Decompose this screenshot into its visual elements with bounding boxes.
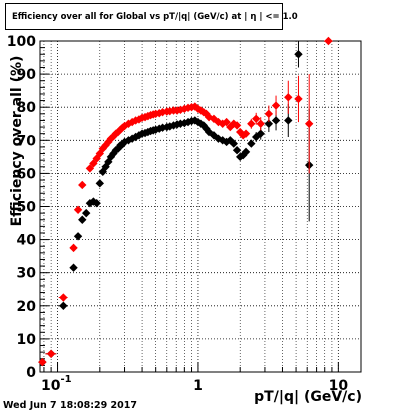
data-point [78, 215, 87, 224]
data-point [151, 109, 160, 119]
data-point [232, 121, 242, 130]
y-tick-label: 50 [17, 200, 37, 216]
data-point [109, 132, 118, 141]
x-tick-exponent: -1 [61, 374, 72, 385]
data-point [180, 104, 189, 114]
y-tick-label: 90 [17, 67, 37, 83]
data-point [247, 119, 256, 128]
data-point [241, 147, 251, 157]
data-point [89, 159, 98, 168]
chart-title-text: Efficiency over all for Global vs pT/|q|… [12, 11, 298, 22]
x-axis-label: pT/|q| (GeV/c) [254, 389, 362, 405]
data-point [304, 119, 314, 128]
data-point [92, 198, 101, 208]
data-point [241, 129, 251, 138]
data-point [120, 121, 129, 131]
data-point [38, 357, 47, 367]
data-point [89, 197, 98, 206]
data-point [95, 179, 105, 188]
y-tick-label: 100 [7, 34, 36, 50]
x-tick-label: 10 [41, 378, 61, 394]
data-point [131, 116, 140, 125]
grid-lines [40, 41, 361, 372]
data-marks [38, 36, 333, 367]
y-tick-label: 40 [17, 233, 37, 249]
series-1 [38, 36, 333, 367]
data-point [151, 125, 160, 134]
data-point [204, 127, 214, 137]
data-point [46, 349, 56, 358]
data-point [232, 146, 242, 155]
data-point [284, 93, 293, 102]
data-point [222, 117, 231, 127]
x-tick-label: 10 [329, 378, 349, 394]
data-point [256, 119, 265, 128]
data-point [256, 129, 265, 138]
data-point [202, 124, 211, 133]
data-point [73, 232, 83, 241]
data-point [294, 94, 303, 104]
data-point [82, 208, 91, 218]
y-tick-label: 30 [17, 266, 37, 282]
data-point [78, 180, 87, 190]
x-tick-label: 1 [193, 378, 203, 394]
y-tick-label: 0 [26, 365, 36, 381]
data-point [294, 50, 303, 59]
data-point [165, 106, 174, 116]
data-point [69, 263, 78, 272]
data-point [165, 122, 174, 131]
y-tick-label: 20 [17, 299, 37, 315]
y-tick-label: 70 [17, 133, 37, 149]
data-point [247, 139, 256, 148]
data-point [69, 243, 78, 253]
y-axis-label: Efficiency over all (%) [9, 55, 25, 227]
data-point [324, 36, 333, 46]
data-point [252, 114, 261, 123]
data-point [59, 293, 68, 302]
data-point [85, 164, 95, 173]
chart-title: Efficiency over all for Global vs pT/|q|… [5, 3, 298, 30]
y-tick-label: 60 [17, 166, 37, 182]
data-point [106, 152, 116, 162]
data-point [271, 116, 281, 125]
data-point [264, 119, 274, 128]
y-tick-label: 80 [17, 100, 37, 116]
series-0 [38, 41, 314, 367]
data-point [104, 157, 113, 167]
data-point [284, 116, 293, 125]
data-point [85, 198, 95, 208]
data-point [264, 109, 274, 119]
data-point [204, 112, 214, 122]
data-point [101, 162, 110, 171]
data-point [59, 301, 68, 310]
y-tick-label: 10 [17, 332, 37, 348]
data-point [118, 140, 127, 149]
axes [39, 40, 362, 373]
data-point [73, 205, 83, 215]
data-point [271, 101, 281, 110]
data-point [202, 109, 211, 119]
data-point [229, 139, 238, 148]
timestamp-footer: Wed Jun 7 18:08:29 2017 [3, 400, 137, 411]
data-point [92, 154, 101, 163]
